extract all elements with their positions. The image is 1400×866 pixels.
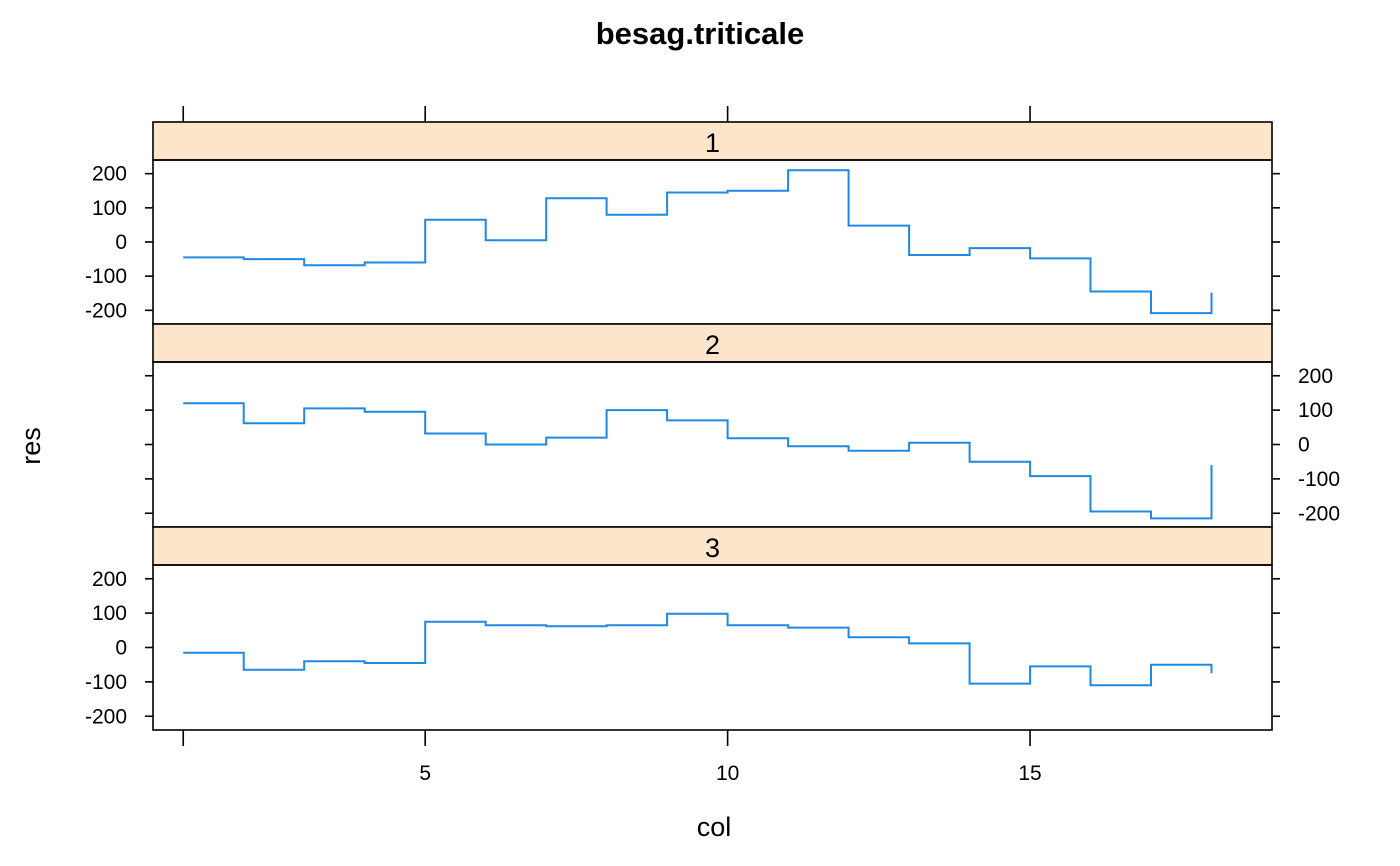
panel-frame bbox=[152, 159, 1273, 325]
y-tick-label: -100 bbox=[1298, 468, 1340, 491]
y-tick-label: -200 bbox=[1298, 502, 1340, 525]
series-line-panel-3 bbox=[183, 612, 1213, 687]
y-tick-label: -200 bbox=[85, 299, 127, 322]
y-tick-label: 100 bbox=[92, 197, 127, 220]
y-tick-label: 200 bbox=[1298, 365, 1333, 388]
y-axis-label: res bbox=[16, 427, 46, 465]
panel-2: 2 -200 -100 0 100 200 bbox=[145, 323, 1340, 528]
x-tick-label: 5 bbox=[419, 762, 431, 785]
y-tick-label: -200 bbox=[85, 705, 127, 728]
x-axis: 5 10 15 bbox=[182, 106, 1042, 785]
y-tick-label: 100 bbox=[1298, 399, 1333, 422]
strip-label: 1 bbox=[705, 128, 720, 158]
panel-3: 3 -200 -100 0 100 200 bbox=[85, 526, 1280, 731]
strip-background bbox=[152, 121, 1273, 161]
strip-label: 2 bbox=[705, 330, 720, 360]
y-tick-label: 0 bbox=[1298, 434, 1310, 457]
y-tick-label: -100 bbox=[85, 671, 127, 694]
strip-background bbox=[152, 323, 1273, 363]
y-tick-label: -100 bbox=[85, 265, 127, 288]
y-tick-label: 200 bbox=[92, 163, 127, 186]
series-line-panel-2 bbox=[183, 402, 1213, 520]
x-tick-label: 15 bbox=[1018, 762, 1041, 785]
panels: 1 -200 -100 0 100 200 2 -200 -100 0 100 200 3 -200 -10… bbox=[85, 121, 1340, 731]
x-tick-label: 10 bbox=[716, 762, 739, 785]
y-tick-label: 100 bbox=[92, 602, 127, 625]
panel-frame bbox=[152, 361, 1273, 528]
y-tick-label: 0 bbox=[115, 637, 127, 660]
x-axis-label: col bbox=[697, 812, 732, 842]
panel-1: 1 -200 -100 0 100 200 bbox=[85, 121, 1280, 325]
strip-background bbox=[152, 526, 1273, 566]
strip-label: 3 bbox=[705, 533, 720, 563]
chart-title: besag.triticale bbox=[596, 16, 804, 51]
y-tick-label: 0 bbox=[115, 231, 127, 254]
y-tick-label: 200 bbox=[92, 568, 127, 591]
panel-frame bbox=[152, 564, 1273, 731]
series-line-panel-1 bbox=[183, 169, 1213, 315]
